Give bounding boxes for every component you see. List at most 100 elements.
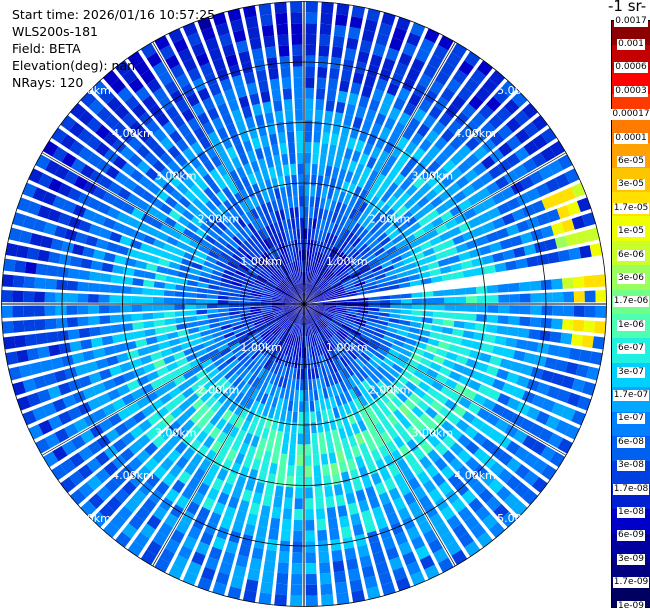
range-gate-cell bbox=[353, 397, 363, 410]
colorbar-tick-label: 1e-06 bbox=[617, 319, 645, 331]
range-gate-cell bbox=[80, 339, 93, 350]
range-gate-cell bbox=[315, 333, 322, 345]
range-gate-cell bbox=[221, 327, 234, 335]
range-gate-cell bbox=[310, 261, 315, 273]
range-gate-cell bbox=[413, 108, 427, 123]
range-gate-cell bbox=[136, 396, 150, 409]
range-gate-cell bbox=[181, 433, 195, 447]
range-gate-cell bbox=[249, 557, 262, 571]
range-gate-cell bbox=[264, 112, 275, 125]
range-gate-cell bbox=[217, 343, 229, 353]
range-gate-cell bbox=[154, 210, 168, 223]
range-gate-cell bbox=[24, 333, 37, 347]
range-gate-cell bbox=[266, 280, 277, 288]
range-gate-cell bbox=[291, 378, 296, 390]
range-gate-cell bbox=[475, 361, 489, 373]
range-gate-cell bbox=[236, 429, 247, 442]
range-gate-cell bbox=[411, 298, 423, 304]
range-gate-cell bbox=[119, 361, 133, 373]
range-gate-cell bbox=[465, 296, 477, 304]
range-gate-cell bbox=[485, 324, 498, 334]
range-gate-cell bbox=[332, 284, 344, 291]
range-gate-cell bbox=[208, 546, 223, 561]
range-gate-cell bbox=[346, 308, 358, 313]
range-gate-cell bbox=[299, 336, 303, 348]
range-gate-cell bbox=[229, 314, 241, 320]
range-gate-cell bbox=[156, 189, 169, 202]
range-gate-cell bbox=[232, 324, 244, 331]
range-gate-cell bbox=[473, 447, 488, 462]
range-gate-cell bbox=[267, 278, 278, 287]
range-gate-cell bbox=[174, 310, 186, 317]
range-gate-cell bbox=[241, 533, 254, 547]
range-gate-cell bbox=[251, 48, 264, 61]
range-gate-cell bbox=[253, 319, 265, 326]
range-gate-cell bbox=[57, 382, 72, 396]
range-gate-cell bbox=[55, 317, 68, 329]
range-gate-cell bbox=[228, 307, 240, 312]
range-gate-cell bbox=[145, 391, 159, 404]
range-gate-cell bbox=[61, 152, 77, 168]
range-gate-cell bbox=[371, 265, 383, 273]
range-gate-cell bbox=[296, 368, 301, 380]
range-gate-cell bbox=[334, 333, 344, 342]
range-gate-cell bbox=[344, 317, 356, 324]
range-gate-cell bbox=[146, 226, 160, 238]
range-gate-cell bbox=[308, 284, 314, 295]
range-gate-cell bbox=[383, 454, 395, 468]
range-gate-cell bbox=[262, 288, 274, 294]
range-gate-cell bbox=[353, 323, 365, 330]
range-gate-cell bbox=[333, 571, 347, 584]
range-gate-cell bbox=[300, 304, 304, 315]
range-gate-cell bbox=[316, 519, 327, 531]
range-gate-cell bbox=[546, 385, 561, 400]
range-gate-cell bbox=[160, 348, 173, 358]
range-gate-cell bbox=[566, 201, 581, 216]
range-gate-cell bbox=[114, 171, 129, 186]
range-gate-cell bbox=[284, 308, 295, 315]
range-gate-cell bbox=[268, 429, 277, 442]
range-gate-cell bbox=[359, 442, 370, 455]
range-gate-cell bbox=[531, 115, 548, 132]
range-gate-cell bbox=[408, 203, 421, 215]
range-gate-cell bbox=[241, 213, 251, 225]
range-gate-cell bbox=[523, 140, 539, 156]
range-gate-cell bbox=[464, 169, 479, 183]
range-gate-cell bbox=[276, 121, 285, 134]
range-gate-cell bbox=[295, 297, 304, 304]
range-gate-cell bbox=[189, 425, 202, 438]
range-gate-cell bbox=[434, 167, 448, 181]
range-gate-cell bbox=[271, 199, 279, 212]
range-gate-cell bbox=[268, 67, 279, 80]
range-gate-cell bbox=[290, 286, 298, 296]
range-gate-cell bbox=[344, 48, 357, 61]
range-gate-cell bbox=[589, 351, 603, 366]
range-gate-cell bbox=[197, 403, 210, 416]
range-gate-cell bbox=[280, 331, 288, 342]
range-gate-cell bbox=[321, 242, 327, 254]
range-gate-cell bbox=[369, 400, 380, 413]
range-gate-cell bbox=[95, 124, 111, 140]
range-gate-cell bbox=[266, 347, 275, 359]
range-gate-cell bbox=[312, 142, 320, 154]
range-gate-cell bbox=[338, 460, 348, 473]
range-gate-cell bbox=[402, 126, 415, 141]
range-gate-cell bbox=[279, 209, 286, 221]
range-gate-cell bbox=[109, 305, 121, 313]
range-gate-cell bbox=[115, 60, 132, 77]
range-gate-cell bbox=[236, 166, 247, 179]
range-gate-cell bbox=[307, 239, 311, 251]
range-gate-cell bbox=[292, 273, 298, 284]
range-gate-cell bbox=[368, 208, 379, 220]
range-gate-cell bbox=[281, 354, 287, 366]
range-gate-cell bbox=[208, 384, 220, 396]
range-gate-cell bbox=[221, 112, 234, 126]
range-gate-cell bbox=[314, 297, 325, 302]
range-gate-cell bbox=[369, 224, 380, 235]
range-gate-cell bbox=[182, 147, 196, 161]
range-gate-cell bbox=[154, 385, 168, 398]
range-gate-cell bbox=[385, 245, 398, 255]
range-gate-cell bbox=[344, 547, 357, 560]
range-gate-cell bbox=[158, 70, 173, 86]
range-gate-cell bbox=[328, 275, 338, 284]
